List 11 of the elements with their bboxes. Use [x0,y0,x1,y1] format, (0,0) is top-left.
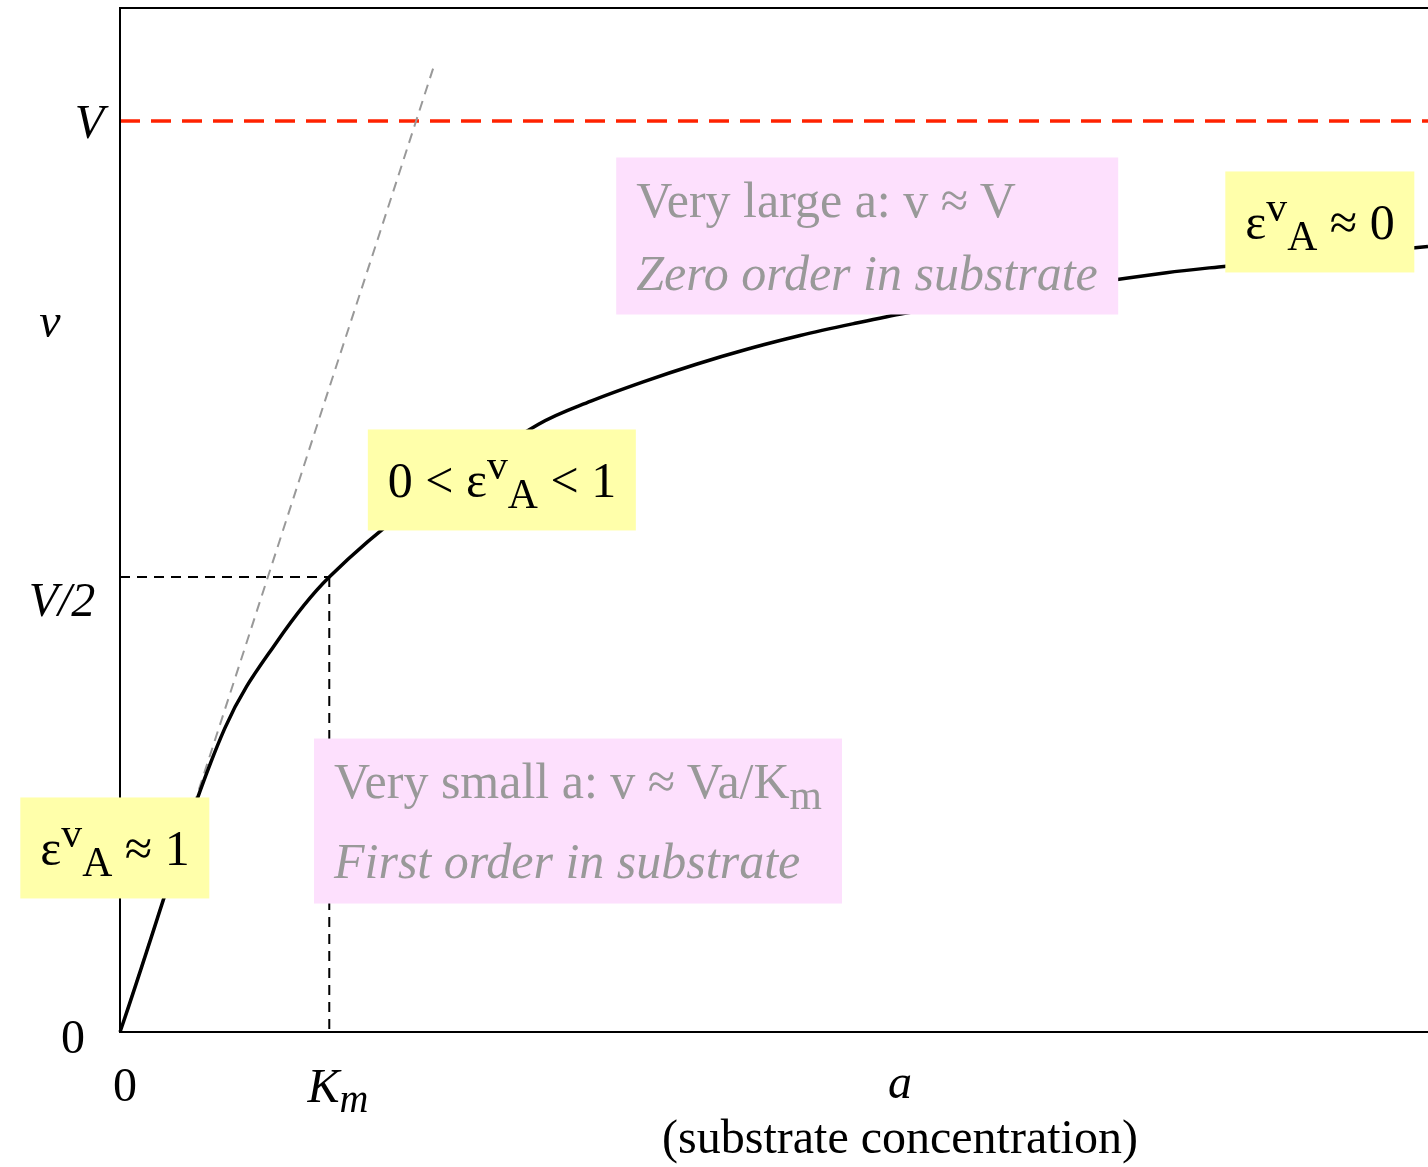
x-axis-title: a (substrate concentration) [662,1054,1138,1165]
annotation: ε$^{v}$$_{A}$ ≈ 1 [40,809,190,888]
text: 0 [61,1008,85,1064]
text: V/2 [28,571,96,627]
annotation: 0 < ε$^{v}$$_{A}$ < 1 [387,441,617,520]
text: 0 [113,1056,137,1112]
y-axis-title: v [39,292,61,348]
text: K$_{m}$ [307,1057,369,1123]
annotation: ε$^{v}$$_{A}$ ≈ 0 [1245,183,1395,262]
annotation: Very large a: v ≈ V Zero order in substrate [636,170,1098,302]
annotation: Very small a: v ≈ Va/K$_{m}$ First order in substrate [333,751,823,891]
